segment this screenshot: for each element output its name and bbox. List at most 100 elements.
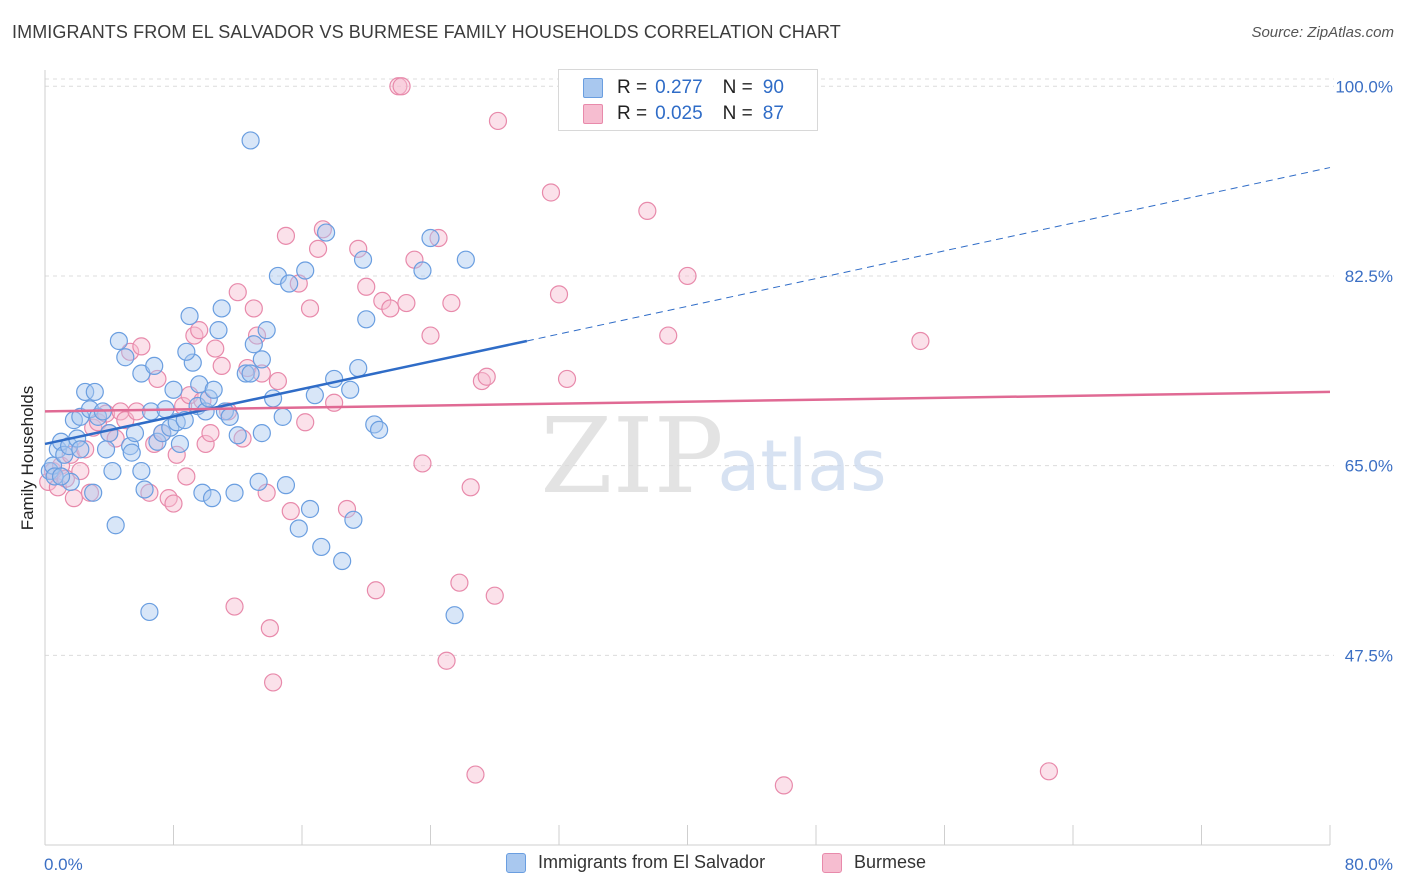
burmese-point	[225, 597, 244, 616]
burmese-point	[308, 239, 328, 258]
el-salvador-point	[109, 331, 128, 351]
el-salvador-point	[61, 472, 80, 491]
el-salvador-point	[122, 443, 141, 462]
y-tick-label: 47.5%	[1345, 646, 1393, 665]
r-value: 0.277	[655, 77, 703, 98]
y-tick-label: 82.5%	[1345, 267, 1393, 286]
el-salvador-point	[312, 537, 331, 557]
el-salvador-point	[132, 461, 151, 481]
burmese-point	[276, 226, 296, 245]
burmese-point	[268, 371, 288, 391]
burmese-point	[485, 586, 504, 605]
burmese-point	[159, 489, 178, 508]
el-salvador-point	[103, 461, 122, 481]
el-salvador-point	[212, 299, 231, 318]
burmese-point	[450, 573, 469, 592]
grid-lines	[45, 78, 1334, 656]
el-salvador-point	[106, 516, 125, 535]
y-tick-label: 100.0%	[1335, 77, 1393, 96]
burmese-point	[461, 478, 480, 497]
burmese-point	[638, 201, 657, 221]
el-salvador-point	[204, 380, 223, 399]
legend-item-burmese[interactable]: Burmese	[822, 852, 926, 873]
burmese-point	[659, 326, 678, 345]
x-tick-label: 80.0%	[1345, 855, 1393, 874]
n-value: 87	[762, 103, 784, 124]
el-salvador-point	[145, 356, 164, 376]
burmese-point	[397, 293, 416, 313]
burmese-point	[167, 445, 186, 464]
el-salvador-point	[51, 467, 71, 486]
el-salvador-point	[413, 261, 432, 280]
burmese-point	[127, 402, 146, 421]
burmese-point	[263, 673, 283, 692]
el-salvador-point	[71, 440, 90, 459]
el-salvador-point	[140, 602, 159, 622]
el-salvador-point	[252, 424, 271, 443]
el-salvador-point	[280, 274, 299, 293]
watermark: ZIP atlas	[540, 395, 886, 517]
burmese-point	[541, 183, 561, 202]
burmese-point	[121, 342, 140, 361]
el-salvador-point	[357, 310, 376, 329]
el-salvador-point	[305, 386, 324, 405]
el-salvador-point	[180, 306, 199, 326]
el-salvador-point	[220, 407, 239, 426]
el-salvador-point	[202, 489, 222, 508]
el-salvador-point	[241, 131, 260, 150]
burmese-point	[313, 220, 332, 239]
el-salvador-point	[421, 228, 440, 248]
burmese-point	[381, 299, 400, 318]
el-salvador-point	[341, 380, 360, 399]
n-value: 90	[762, 77, 784, 98]
burmese-point	[774, 776, 793, 795]
el-salvador-trend-line	[44, 339, 528, 446]
burmese-point	[488, 111, 508, 131]
el-salvador-point	[85, 382, 104, 402]
burmese-trend-line	[44, 390, 1331, 413]
burmese-point	[64, 489, 84, 508]
legend-item-el-salvador[interactable]: Immigrants from El Salvador	[506, 852, 765, 873]
legend-label: Burmese	[854, 852, 927, 872]
el-salvador-point	[193, 483, 212, 502]
el-salvador-trend-projection	[526, 167, 1331, 342]
el-salvador-point	[263, 389, 283, 408]
el-salvador-point	[84, 483, 103, 502]
burmese-point	[177, 467, 196, 486]
stats-row-burmese: R = 0.025 N = 87	[583, 102, 784, 126]
watermark-atlas: atlas	[717, 425, 886, 507]
el-salvador-point	[276, 476, 296, 495]
el-salvador-point	[148, 432, 167, 451]
el-salvador-point	[40, 461, 59, 481]
el-salvador-point	[365, 415, 384, 434]
el-salvador-point	[76, 382, 95, 402]
n-label: N =	[722, 103, 753, 124]
stats-legend: R = 0.277 N = 90 R = 0.025 N = 87	[558, 69, 818, 131]
burmese-point	[190, 321, 209, 340]
el-salvador-point	[45, 467, 64, 486]
el-salvador-point	[177, 342, 196, 361]
r-label: R =	[617, 77, 648, 98]
el-salvador-point	[135, 480, 154, 499]
burmese-point	[466, 765, 485, 784]
burmese-point	[911, 331, 930, 351]
burmese-point	[140, 483, 159, 502]
el-salvador-point	[257, 321, 276, 340]
burmese-point	[296, 413, 315, 432]
el-salvador-point	[456, 250, 475, 269]
burmese-point	[164, 494, 183, 513]
burmese-point	[281, 502, 300, 521]
burmese-point	[349, 239, 368, 258]
burmese-point	[300, 299, 320, 318]
y-tick-label: 65.0%	[1345, 457, 1393, 476]
stats-row-el-salvador: R = 0.277 N = 90	[583, 76, 784, 100]
el-salvador-point	[170, 434, 190, 454]
el-salvador-point	[349, 358, 368, 378]
burmese-point	[366, 581, 385, 600]
source-label: Source: ZipAtlas.com	[1251, 24, 1394, 41]
el-salvador-point	[236, 364, 255, 383]
burmese-point	[437, 651, 456, 670]
el-salvador-point	[164, 380, 183, 399]
el-salvador-point	[209, 321, 228, 340]
